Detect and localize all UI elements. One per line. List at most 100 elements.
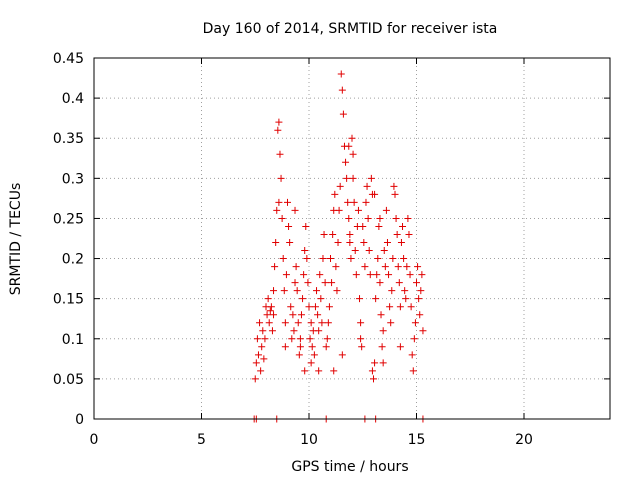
data-point [371, 190, 379, 198]
data-point [365, 247, 373, 255]
x-axis-label: GPS time / hours [291, 459, 408, 475]
data-point [383, 239, 391, 247]
data-point [294, 319, 302, 327]
data-point [272, 239, 280, 247]
data-point [380, 247, 388, 255]
data-point [281, 343, 289, 351]
data-point [287, 303, 295, 311]
data-point [304, 279, 312, 287]
chart-title: Day 160 of 2014, SRMTID for receiver ist… [203, 21, 498, 37]
data-point [252, 359, 260, 367]
data-point [306, 335, 314, 343]
data-point [377, 311, 385, 319]
data-point [319, 255, 327, 263]
plot-frame [93, 57, 611, 420]
data-point [351, 247, 359, 255]
data-point [307, 319, 315, 327]
data-point [407, 303, 415, 311]
data-point [409, 367, 417, 375]
data-point [416, 311, 424, 319]
data-point [417, 287, 425, 295]
data-point [395, 279, 403, 287]
data-point [345, 214, 353, 222]
data-point [339, 110, 347, 118]
data-point [323, 335, 331, 343]
data-point [418, 271, 426, 279]
data-point [292, 263, 300, 271]
data-point [305, 303, 313, 311]
data-point [259, 327, 267, 335]
data-point [303, 255, 311, 263]
data-point [375, 222, 383, 230]
data-point [371, 359, 379, 367]
data-point [284, 198, 291, 206]
data-point [328, 279, 336, 287]
data-point [320, 230, 328, 238]
data-point [388, 287, 396, 295]
data-point [279, 255, 287, 263]
data-point [411, 319, 419, 327]
data-point [400, 255, 408, 263]
data-point [352, 271, 360, 279]
axis-ticks [93, 57, 610, 420]
data-point [276, 150, 284, 158]
x-tick-label: 15 [408, 432, 426, 448]
data-point [315, 327, 323, 335]
data-point [295, 351, 303, 359]
data-point [330, 367, 338, 375]
data-point [363, 182, 371, 190]
data-point [288, 335, 296, 343]
data-point [361, 263, 369, 271]
data-point [293, 287, 301, 295]
data-point [379, 359, 387, 367]
data-points [250, 70, 427, 423]
data-point [280, 287, 288, 295]
data-point [300, 271, 308, 279]
data-point [297, 311, 305, 319]
data-point [387, 319, 395, 327]
data-point [396, 343, 404, 351]
grid-lines [94, 58, 610, 419]
data-point [251, 375, 259, 383]
data-point [408, 351, 416, 359]
data-point [263, 311, 271, 319]
data-point [275, 118, 283, 126]
data-point [364, 214, 372, 222]
data-point [260, 355, 268, 363]
data-point [392, 214, 400, 222]
data-point [359, 222, 367, 230]
data-point [346, 230, 354, 238]
data-point [253, 335, 261, 343]
data-point [401, 287, 409, 295]
data-point [344, 198, 352, 206]
data-point [385, 271, 393, 279]
x-tick-label: 20 [515, 432, 533, 448]
data-point [394, 263, 402, 271]
data-point [310, 351, 318, 359]
data-point [299, 295, 307, 303]
data-point [348, 134, 356, 142]
data-point [368, 367, 376, 375]
data-point [285, 222, 293, 230]
data-point [372, 295, 380, 303]
data-point [277, 174, 285, 182]
data-point [331, 190, 339, 198]
data-point [334, 239, 342, 247]
data-point [327, 255, 334, 263]
data-point [278, 214, 286, 222]
data-point [354, 206, 362, 214]
data-point [296, 343, 304, 351]
y-tick-label: 0.4 [62, 91, 84, 107]
data-point [360, 239, 368, 247]
x-tick-label: 5 [197, 432, 206, 448]
y-tick-label: 0.45 [53, 51, 84, 67]
data-point [366, 271, 374, 279]
data-point [333, 287, 341, 295]
data-point [357, 319, 365, 327]
data-point [301, 247, 309, 255]
y-tick-label: 0 [75, 412, 84, 428]
data-point [337, 70, 345, 78]
data-point [410, 335, 418, 343]
data-point [356, 295, 364, 303]
data-point [332, 263, 340, 271]
